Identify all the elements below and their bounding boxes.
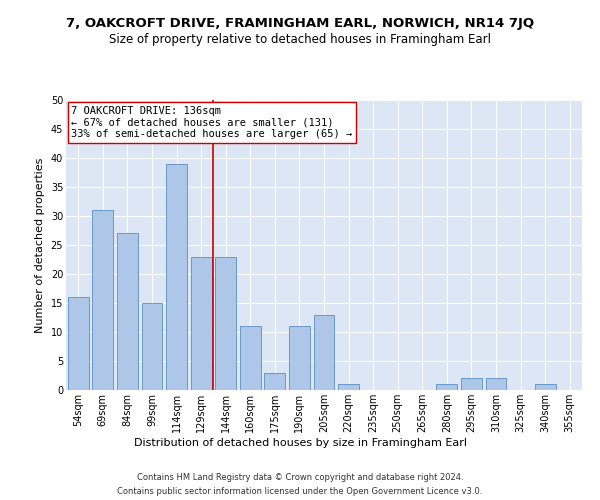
Bar: [338, 384, 359, 390]
Bar: [68, 297, 89, 390]
Text: Contains public sector information licensed under the Open Government Licence v3: Contains public sector information licen…: [118, 488, 482, 496]
Text: Contains HM Land Registry data © Crown copyright and database right 2024.: Contains HM Land Registry data © Crown c…: [137, 472, 463, 482]
Bar: [240, 326, 261, 390]
Text: 7, OAKCROFT DRIVE, FRAMINGHAM EARL, NORWICH, NR14 7JQ: 7, OAKCROFT DRIVE, FRAMINGHAM EARL, NORW…: [66, 18, 534, 30]
Bar: [289, 326, 310, 390]
Text: Size of property relative to detached houses in Framingham Earl: Size of property relative to detached ho…: [109, 32, 491, 46]
Y-axis label: Number of detached properties: Number of detached properties: [35, 158, 45, 332]
Bar: [166, 164, 187, 390]
Bar: [485, 378, 506, 390]
Bar: [461, 378, 482, 390]
Bar: [142, 303, 163, 390]
Bar: [265, 372, 286, 390]
Bar: [92, 210, 113, 390]
Text: 7 OAKCROFT DRIVE: 136sqm
← 67% of detached houses are smaller (131)
33% of semi-: 7 OAKCROFT DRIVE: 136sqm ← 67% of detach…: [71, 106, 352, 139]
Bar: [117, 234, 138, 390]
Bar: [215, 256, 236, 390]
Bar: [436, 384, 457, 390]
Bar: [314, 314, 334, 390]
Bar: [535, 384, 556, 390]
Bar: [191, 256, 212, 390]
Text: Distribution of detached houses by size in Framingham Earl: Distribution of detached houses by size …: [133, 438, 467, 448]
